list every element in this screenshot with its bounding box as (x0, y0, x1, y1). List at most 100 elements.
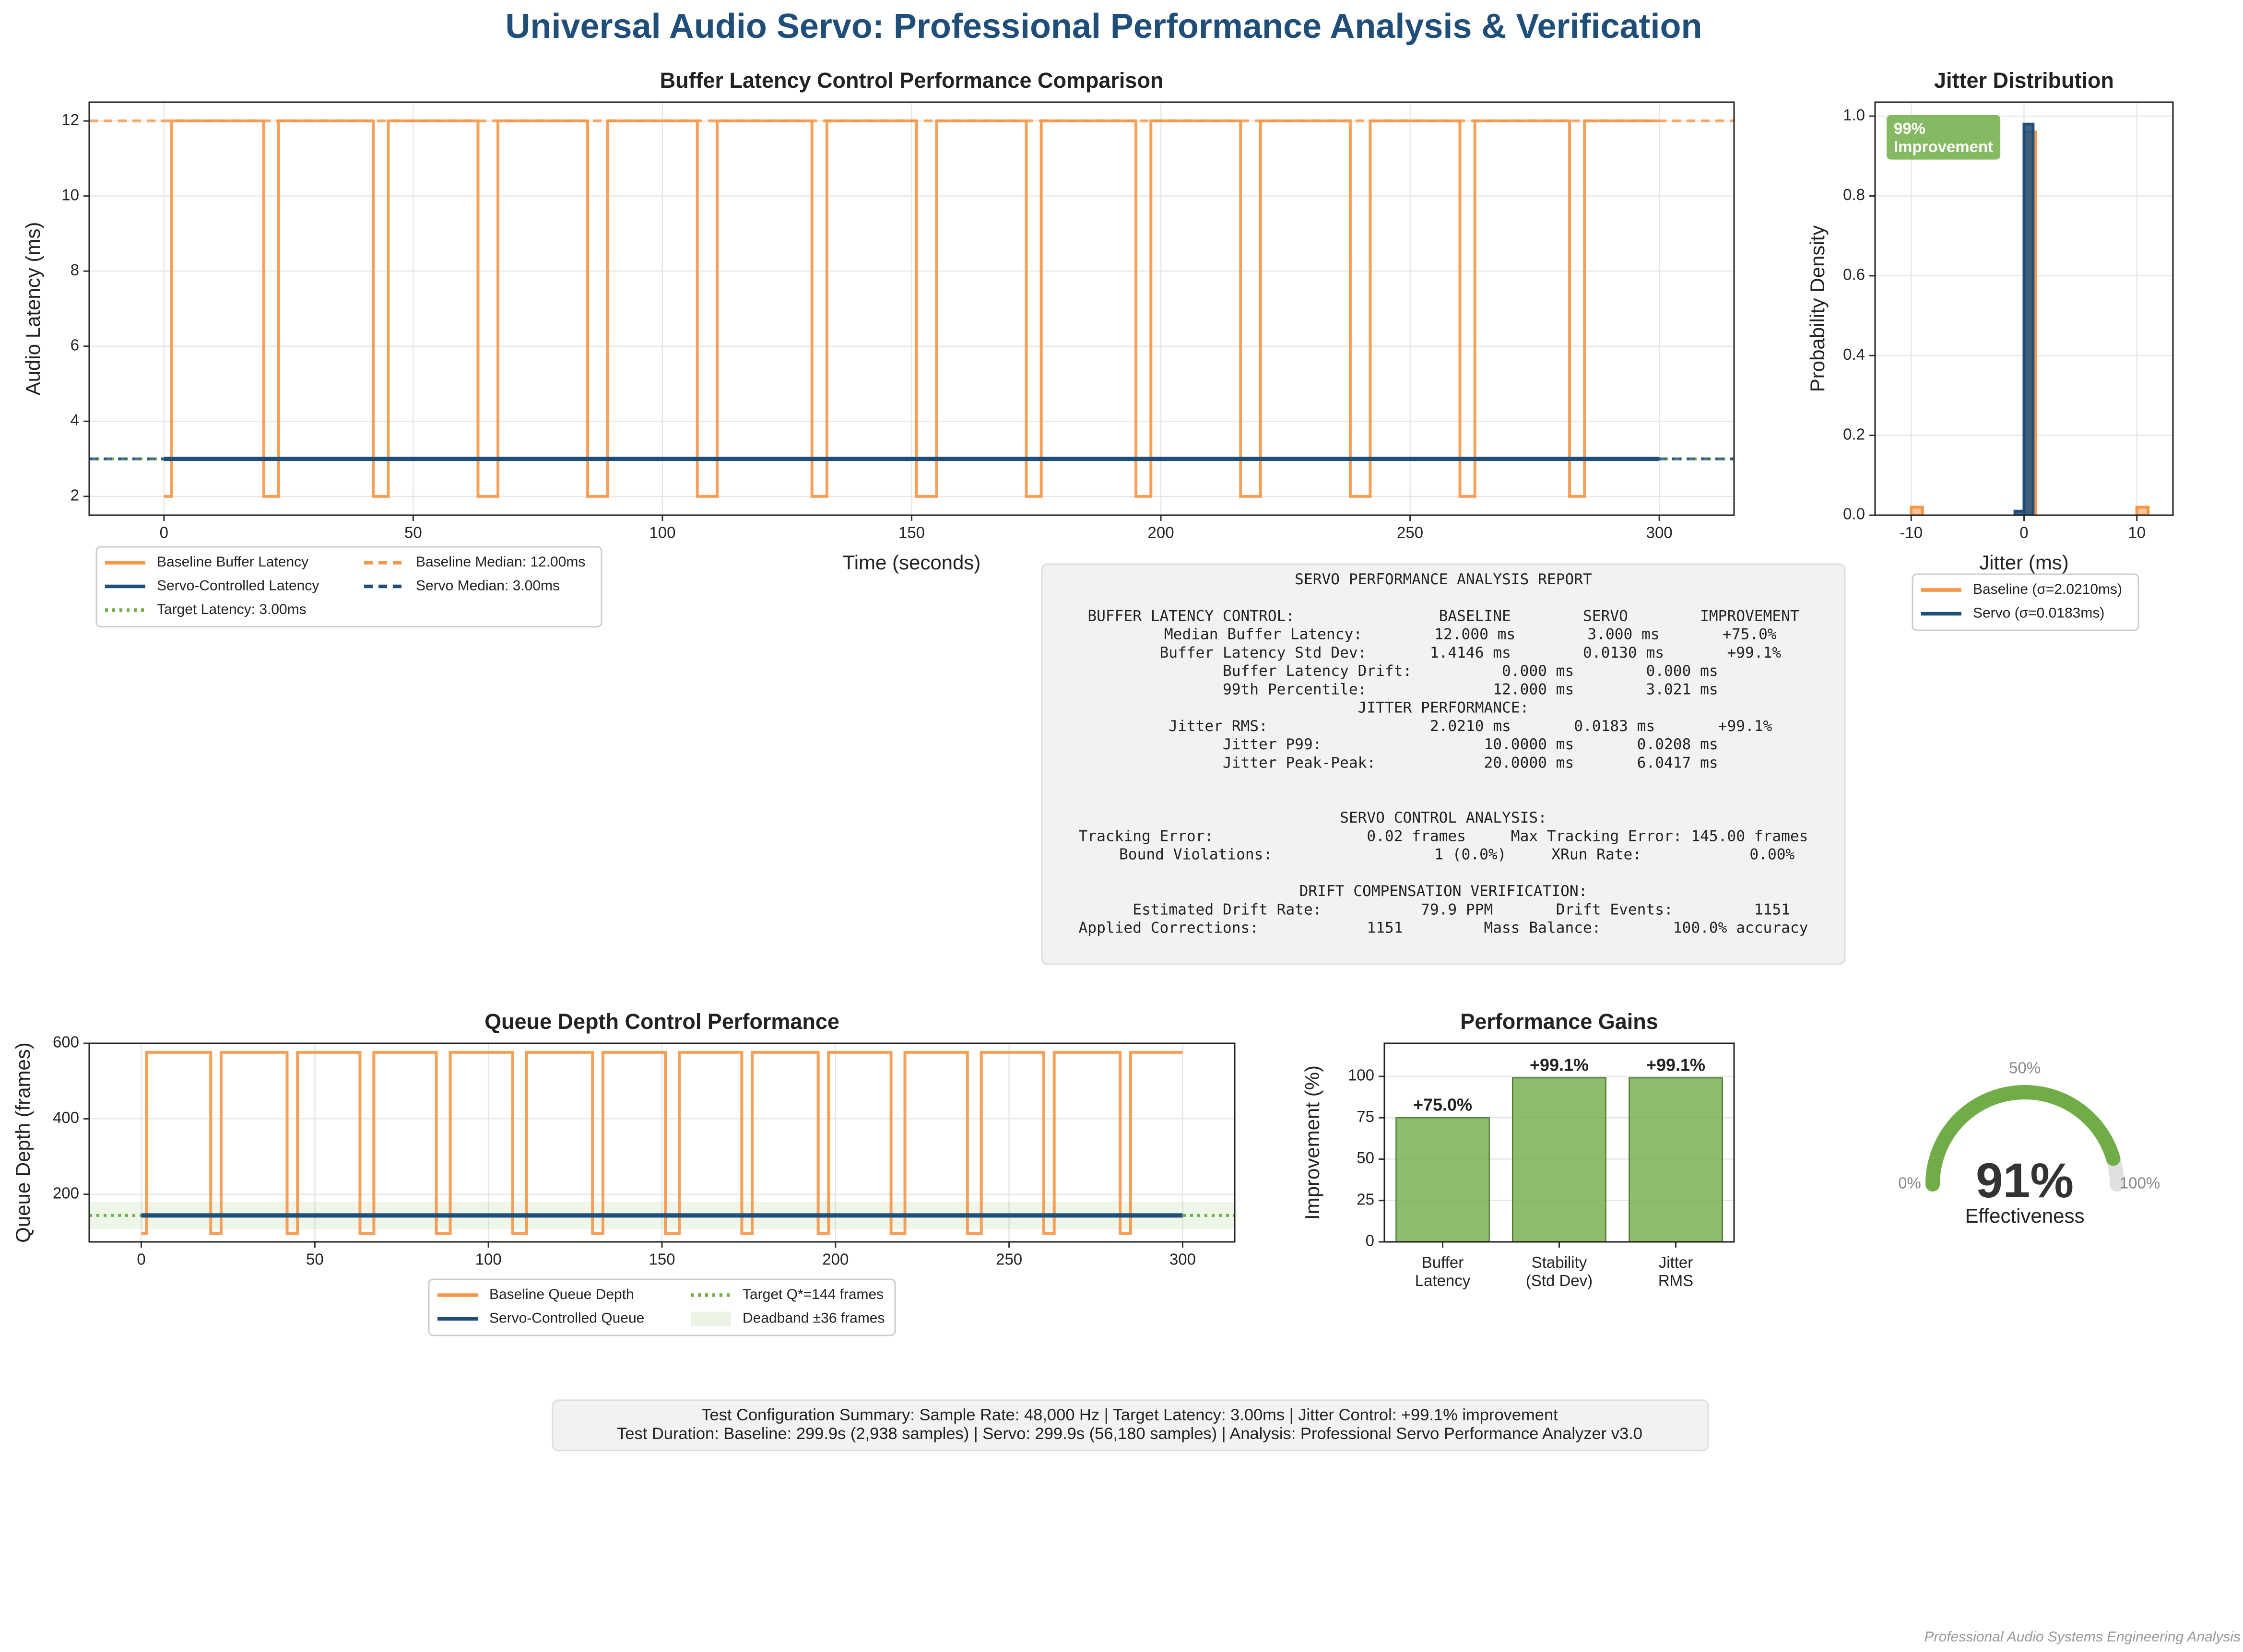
legend-box (428, 1278, 896, 1336)
plot-layer (1384, 1075, 1734, 1242)
report-line: Jitter RMS: 2.0210 ms 0.0183 ms +99.1% (1115, 718, 1772, 735)
plot-frame (88, 101, 1735, 516)
y-tick-label: 1.0 (1843, 106, 1865, 124)
y-tick-label: 0.2 (1843, 425, 1865, 443)
y-tick-label: 2 (71, 486, 79, 504)
legend-label: Target Q*=144 frames (743, 1286, 884, 1302)
x-tick-label: Stability (Std Dev) (1526, 1253, 1593, 1289)
value-label: +99.1% (1530, 1055, 1589, 1075)
legend-label: Baseline Median: 12.00ms (416, 554, 585, 570)
legend-label: Servo-Controlled Latency (157, 578, 319, 593)
x-tick-label: 250 (1397, 524, 1423, 542)
legend-label: Baseline Queue Depth (489, 1286, 634, 1302)
legend-label: Deadband ±36 frames (743, 1310, 885, 1326)
y-tick-label: 400 (53, 1109, 79, 1126)
report-line: Tracking Error: 0.02 frames Max Tracking… (1079, 828, 1808, 845)
report-line: SERVO PERFORMANCE ANALYSIS REPORT (1295, 571, 1592, 588)
report-line: JITTER PERFORMANCE: (1358, 699, 1529, 717)
x-tick-label: 150 (898, 524, 925, 542)
summary-box (552, 1399, 1709, 1451)
report-line: Bound Violations: 1 (0.0%) XRun Rate: 0.… (1092, 846, 1795, 863)
y-tick-label: 8 (71, 261, 79, 279)
x-tick-label: 100 (475, 1251, 502, 1268)
y-tick-label: 75 (1357, 1108, 1374, 1125)
y-axis-label: Queue Depth (frames) (12, 1042, 34, 1243)
legend-label: Servo (σ=0.0183ms) (1973, 605, 2104, 621)
x-tick-label: 50 (404, 524, 422, 542)
x-tick-label: 300 (1169, 1251, 1196, 1268)
chart-title: Buffer Latency Control Performance Compa… (660, 68, 1164, 93)
series-line (141, 1050, 1183, 1235)
page-title: Universal Audio Servo: Professional Perf… (506, 7, 1702, 46)
plot-frame (1383, 1042, 1735, 1243)
y-tick-label: 25 (1357, 1190, 1374, 1208)
y-tick-label: 10 (61, 186, 79, 203)
y-tick-label: 0.0 (1843, 505, 1865, 523)
x-tick-label: 300 (1646, 524, 1673, 542)
gauge-value-label: 91% (1976, 1153, 2074, 1208)
plot-layer (1875, 102, 2173, 516)
y-tick-label: 600 (53, 1033, 79, 1051)
x-tick-label: 10 (2128, 524, 2146, 542)
report-line: Buffer Latency Std Dev: 1.4146 ms 0.0130… (1106, 644, 1781, 661)
plot-layer (89, 1043, 1235, 1242)
legend-label: Servo Median: 3.00ms (416, 578, 560, 593)
y-tick-label: 0.8 (1843, 186, 1865, 203)
report-line: Jitter Peak-Peak: 20.0000 ms 6.0417 ms (1169, 755, 1718, 772)
y-tick-label: 200 (53, 1184, 79, 1202)
y-axis-label: Audio Latency (ms) (22, 222, 44, 396)
legend-box (95, 546, 602, 628)
y-tick-label: 0.4 (1843, 345, 1865, 363)
x-tick-label: Jitter RMS (1658, 1253, 1693, 1289)
x-tick-label: 0 (160, 524, 168, 542)
report-line: Median Buffer Latency: 12.000 ms 3.000 m… (1110, 626, 1777, 643)
report-line: Jitter P99: 10.0000 ms 0.0208 ms (1169, 736, 1718, 753)
annotation-box (1886, 115, 2001, 160)
x-tick-label: 0 (2019, 524, 2028, 542)
value-label: +99.1% (1646, 1055, 1705, 1075)
y-axis-label: Probability Density (1806, 225, 1829, 392)
y-axis-label: Improvement (%) (1301, 1065, 1323, 1220)
x-axis-label: Jitter (ms) (1979, 551, 2069, 574)
report-line: Estimated Drift Rate: 79.9 PPM Drift Eve… (1097, 901, 1790, 918)
summary-line: Test Duration: Baseline: 299.9s (2,938 s… (617, 1425, 1642, 1443)
x-tick-label: 200 (822, 1251, 849, 1268)
y-tick-label: 0.6 (1843, 266, 1865, 283)
legend-label: Baseline (σ=2.0210ms) (1973, 581, 2122, 597)
bar (1512, 1077, 1606, 1242)
x-tick-label: 50 (306, 1251, 324, 1268)
bar (1629, 1077, 1723, 1242)
report-line: BUFFER LATENCY CONTROL: BASELINE SERVO I… (1087, 608, 1799, 625)
y-tick-label: 0 (1366, 1232, 1374, 1250)
gauge-label: Effectiveness (1965, 1204, 2085, 1227)
gauge-value (1925, 1085, 2121, 1192)
plot-frame (1874, 101, 2174, 516)
x-tick-label: 200 (1148, 524, 1174, 542)
y-tick-label: 100 (1348, 1066, 1374, 1084)
x-tick-label: 100 (649, 524, 675, 542)
gauge-tick-label: 50% (2009, 1059, 2041, 1077)
histogram-bar (2022, 122, 2035, 516)
x-tick-label: Buffer Latency (1415, 1253, 1471, 1289)
y-tick-label: 50 (1357, 1149, 1374, 1167)
report-line: DRIFT COMPENSATION VERIFICATION: (1299, 883, 1588, 900)
plot-frame (88, 1042, 1236, 1243)
summary-line: Test Configuration Summary: Sample Rate:… (701, 1406, 1558, 1424)
plot-layer (89, 102, 1734, 516)
x-tick-label: 0 (137, 1251, 145, 1268)
footer: Professional Audio Systems Engineering A… (1924, 1629, 2241, 1645)
gauge-tick-label: 100% (2120, 1174, 2160, 1192)
y-tick-label: 4 (71, 411, 79, 429)
report-line: 99th Percentile: 12.000 ms 3.021 ms (1169, 681, 1718, 698)
chart-title: Jitter Distribution (1934, 68, 2114, 93)
report-line: Applied Corrections: 1151 Mass Balance: … (1079, 920, 1808, 937)
legend-swatch (690, 1311, 731, 1326)
gauge-tick-label: 0% (1898, 1174, 1921, 1192)
legend-label: Baseline Buffer Latency (157, 554, 308, 570)
y-tick-label: 6 (71, 336, 79, 354)
x-tick-label: 150 (649, 1251, 675, 1268)
x-axis-label: Time (seconds) (843, 551, 981, 574)
chart-title: Queue Depth Control Performance (484, 1009, 839, 1034)
histogram-bar (2135, 506, 2150, 516)
